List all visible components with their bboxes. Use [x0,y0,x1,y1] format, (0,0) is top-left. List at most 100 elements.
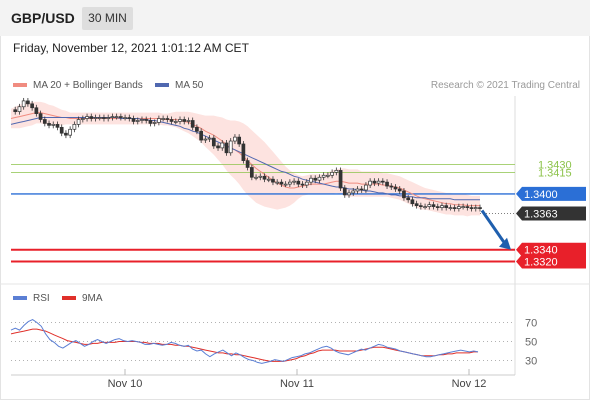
candle-body [461,206,465,208]
level-label-4: 1.3340 [524,245,558,257]
candle [347,189,351,198]
candle [296,178,301,188]
candle [355,186,360,194]
candle [338,167,343,191]
candle-body [351,190,356,194]
candle-body [245,160,250,168]
candle [157,115,161,126]
candle-body [452,207,457,209]
candle-body [178,119,182,122]
candle-body [144,119,149,121]
candle-body [410,199,415,205]
candle-body [414,203,419,206]
candle-body [385,181,389,187]
candle-body [80,118,85,120]
time-axis-label: Nov 10 [108,378,143,390]
candle [220,140,225,151]
candle [304,179,309,189]
candle [389,183,394,190]
rsi-ma9-line [10,328,478,362]
candle-body [186,120,191,122]
candle-body [21,100,26,108]
candle [275,179,280,186]
candle [64,130,68,139]
candle-body [368,180,372,186]
rsi-line [10,319,479,364]
candle-body [440,205,444,208]
candle [444,202,449,211]
candle-body [406,197,411,201]
candle [127,114,132,122]
candle-body [478,207,482,209]
candle [283,181,288,188]
candle [26,97,30,107]
candle-body [338,170,343,189]
candle-body [444,205,449,208]
ma9-legend: 9MA [62,293,103,304]
candle-body [330,172,334,176]
level-tag-3 [516,206,586,221]
candle [469,204,474,212]
candle-body [38,113,43,120]
candle-body [423,206,427,208]
candle [165,115,170,123]
ma20-legend: MA 20 + Bollinger Bands [13,80,143,91]
candle-body [321,174,326,178]
candle-body [51,124,56,126]
candle [85,113,89,122]
candle [21,97,26,110]
candle-body [347,192,351,196]
level-tag-5 [516,254,586,269]
candle-body [313,177,318,181]
candle [93,114,98,122]
candle-body [465,206,470,208]
ma50-legend-label: MA 50 [175,80,204,91]
timeframe-button[interactable]: 30 MIN [82,7,133,30]
candle-body [110,116,115,118]
candle [402,188,406,201]
candle [376,178,381,187]
candle [258,173,263,181]
candle-body [326,174,330,177]
candle [330,169,334,179]
candle [114,113,119,120]
candle [241,141,246,164]
candle-body [199,130,203,141]
candle-body [292,180,296,183]
candle [140,116,144,124]
candle [106,114,111,122]
candle-body [123,117,127,119]
candle-body [119,116,123,118]
candle-body [304,181,309,186]
candle-body [140,119,144,121]
candle-body [190,120,195,128]
candle-body [89,116,94,119]
candle [440,202,444,211]
candle [119,113,123,121]
candle [300,181,305,189]
candle [245,157,250,171]
candle-body [34,107,39,114]
candle-body [258,175,263,178]
candle-body [309,177,313,183]
candle-body [389,185,394,188]
candle [418,202,423,210]
candle [186,117,191,125]
time-axis-label: Nov 12 [452,378,487,390]
candle [42,116,47,127]
candle-body [228,140,233,154]
candle [423,203,427,210]
candle-body [431,204,436,207]
candle [144,116,149,124]
candle-body [224,142,229,154]
candle [279,179,284,188]
ma9-legend-label: 9MA [82,293,103,304]
candle [364,182,368,193]
forecast-arrowhead [499,237,511,250]
candle [406,194,411,203]
candle [393,184,398,192]
candle [321,172,326,181]
candle [161,115,165,122]
candle [478,204,482,212]
candle [368,178,372,189]
